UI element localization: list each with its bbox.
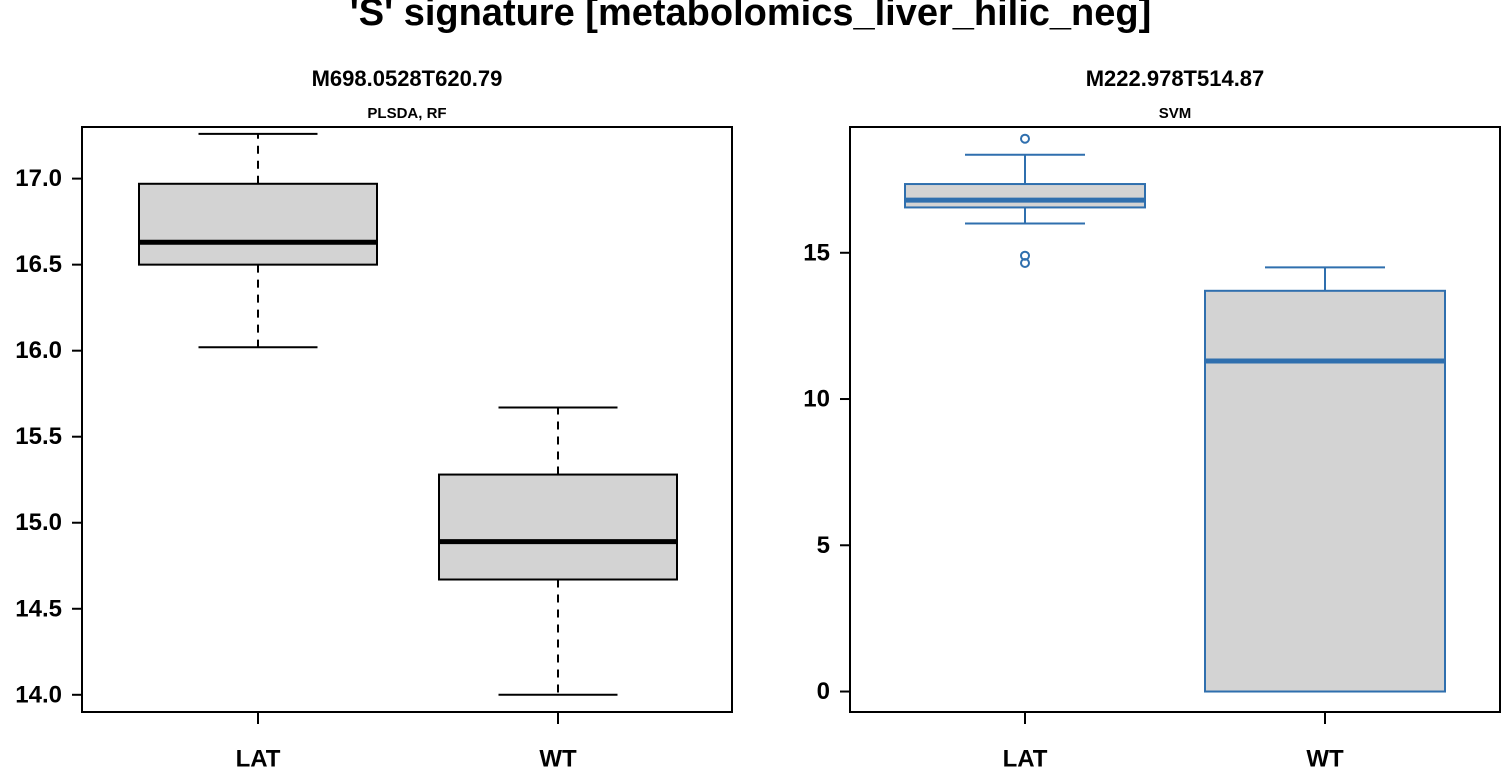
box-LAT	[904, 183, 1146, 209]
panel-1: M698.0528T620.79 PLSDA, RF 14.0 14.5 15.0 15.…	[15, 66, 733, 770]
y-tick-label: 17.0	[15, 165, 62, 192]
panel-subtitle: PLSDA, RF	[367, 105, 446, 122]
box-WT	[438, 473, 678, 581]
panel-2: M222.978T514.87 SVM 0 5 10 15 LAT WT	[803, 66, 1501, 770]
box-LAT	[138, 182, 378, 266]
y-tick-label: 5	[817, 532, 830, 559]
x-tick-label: LAT	[1003, 745, 1048, 770]
y-tick-label: 15.5	[15, 423, 62, 450]
plot-frame	[849, 126, 1501, 713]
x-tick-label: LAT	[236, 745, 281, 770]
y-tick-label: 14.5	[15, 595, 62, 622]
y-tick-label: 10	[803, 386, 830, 413]
y-tick-label: 15.0	[15, 509, 62, 536]
x-tick-label: WT	[1306, 745, 1344, 770]
chart-main-title: 'S' signature [metabolomics_liver_hilic_…	[349, 0, 1152, 34]
outlier-point	[1020, 133, 1030, 144]
plot-frame	[81, 126, 733, 713]
box-WT	[1204, 289, 1446, 693]
outlier-point	[1020, 258, 1030, 269]
y-tick-label: 16.5	[15, 251, 62, 278]
x-tick-label: WT	[539, 745, 577, 770]
y-tick-label: 16.0	[15, 337, 62, 364]
panel-subtitle: SVM	[1159, 105, 1192, 122]
y-tick-label: 15	[803, 239, 830, 266]
y-tick-label: 0	[817, 678, 830, 705]
y-tick-label: 14.0	[15, 681, 62, 708]
panel-title: M222.978T514.87	[1086, 66, 1265, 91]
panel-title: M698.0528T620.79	[312, 66, 503, 91]
